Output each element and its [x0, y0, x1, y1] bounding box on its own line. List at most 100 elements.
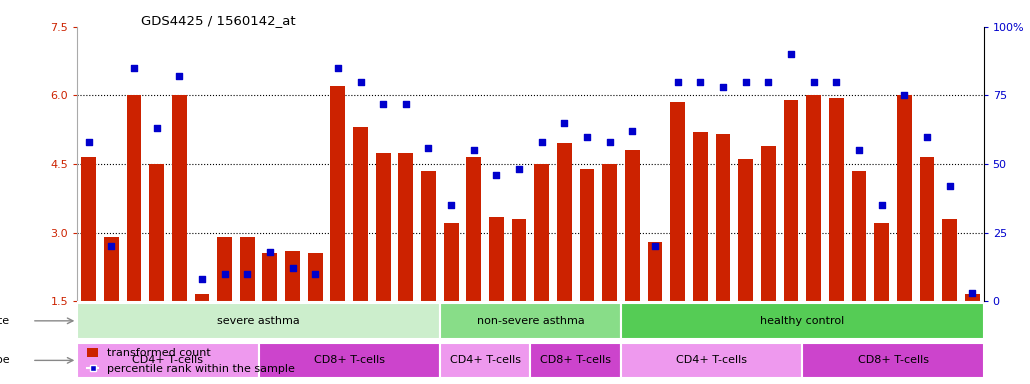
Bar [806, 96, 821, 301]
Point [896, 93, 913, 99]
Bar [920, 157, 934, 301]
Point [80, 139, 97, 145]
Bar [716, 134, 730, 301]
Point [352, 79, 369, 85]
Bar [603, 164, 617, 301]
Bar [308, 253, 322, 301]
Point [284, 265, 301, 271]
Bar [739, 159, 753, 301]
Point [103, 243, 119, 249]
Point [670, 79, 686, 85]
Bar [512, 219, 526, 301]
Bar [77, 343, 259, 378]
Point [805, 79, 822, 85]
Legend: transformed count, percentile rank within the sample: transformed count, percentile rank withi… [82, 344, 300, 379]
Point [828, 79, 845, 85]
Text: severe asthma: severe asthma [217, 316, 300, 326]
Point [126, 65, 142, 71]
Bar [489, 217, 504, 301]
Text: CD8+ T-cells: CD8+ T-cells [314, 355, 384, 366]
Bar [535, 164, 549, 301]
Point [420, 144, 437, 151]
Bar [648, 242, 662, 301]
Bar [530, 343, 621, 378]
Bar [444, 223, 458, 301]
Point [760, 79, 777, 85]
Point [375, 101, 391, 107]
Text: CD4+ T-cells: CD4+ T-cells [450, 355, 520, 366]
Point [443, 202, 459, 208]
Bar [621, 303, 984, 339]
Point [534, 139, 550, 145]
Bar [421, 171, 436, 301]
Point [964, 290, 981, 296]
Bar [761, 146, 776, 301]
Point [307, 271, 323, 277]
Point [715, 84, 731, 90]
Point [851, 147, 867, 153]
Bar [195, 294, 209, 301]
Bar [829, 98, 844, 301]
Point [239, 271, 255, 277]
Text: CD4+ T-cells: CD4+ T-cells [677, 355, 747, 366]
Bar [693, 132, 708, 301]
Bar [852, 171, 866, 301]
Text: CD8+ T-cells: CD8+ T-cells [858, 355, 928, 366]
Bar [149, 164, 164, 301]
Point [330, 65, 346, 71]
Bar [104, 237, 118, 301]
Bar [467, 157, 481, 301]
Text: disease state: disease state [0, 316, 9, 326]
Point [647, 243, 663, 249]
Point [262, 249, 278, 255]
Point [216, 271, 233, 277]
Text: CD4+ T-cells: CD4+ T-cells [133, 355, 203, 366]
Point [692, 79, 709, 85]
Bar [263, 253, 277, 301]
Point [602, 139, 618, 145]
Bar [172, 96, 186, 301]
Point [466, 147, 482, 153]
Point [783, 51, 799, 57]
Bar [965, 294, 980, 301]
Point [488, 172, 505, 178]
Point [194, 276, 210, 282]
Point [511, 166, 527, 172]
Point [579, 134, 595, 140]
Point [873, 202, 890, 208]
Bar [285, 251, 300, 301]
Point [398, 101, 414, 107]
Point [737, 79, 754, 85]
Point [556, 120, 573, 126]
Bar [874, 223, 889, 301]
Bar [399, 152, 413, 301]
Bar [240, 237, 254, 301]
Bar [127, 96, 141, 301]
Point [624, 128, 641, 134]
Bar [77, 303, 440, 339]
Bar [625, 150, 640, 301]
Point [148, 125, 165, 131]
Bar [440, 303, 621, 339]
Text: cell type: cell type [0, 355, 9, 366]
Bar [259, 343, 440, 378]
Point [919, 134, 935, 140]
Bar [353, 127, 368, 301]
Bar [621, 343, 802, 378]
Text: CD8+ T-cells: CD8+ T-cells [541, 355, 611, 366]
Bar [81, 157, 96, 301]
Bar [331, 86, 345, 301]
Bar [557, 143, 572, 301]
Bar [942, 219, 957, 301]
Bar [897, 96, 912, 301]
Bar [440, 343, 530, 378]
Point [171, 73, 187, 79]
Text: healthy control: healthy control [760, 316, 845, 326]
Bar [376, 152, 390, 301]
Bar [784, 100, 798, 301]
Bar [671, 102, 685, 301]
Point [941, 183, 958, 189]
Text: non-severe asthma: non-severe asthma [477, 316, 584, 326]
Bar [802, 343, 984, 378]
Bar [217, 237, 232, 301]
